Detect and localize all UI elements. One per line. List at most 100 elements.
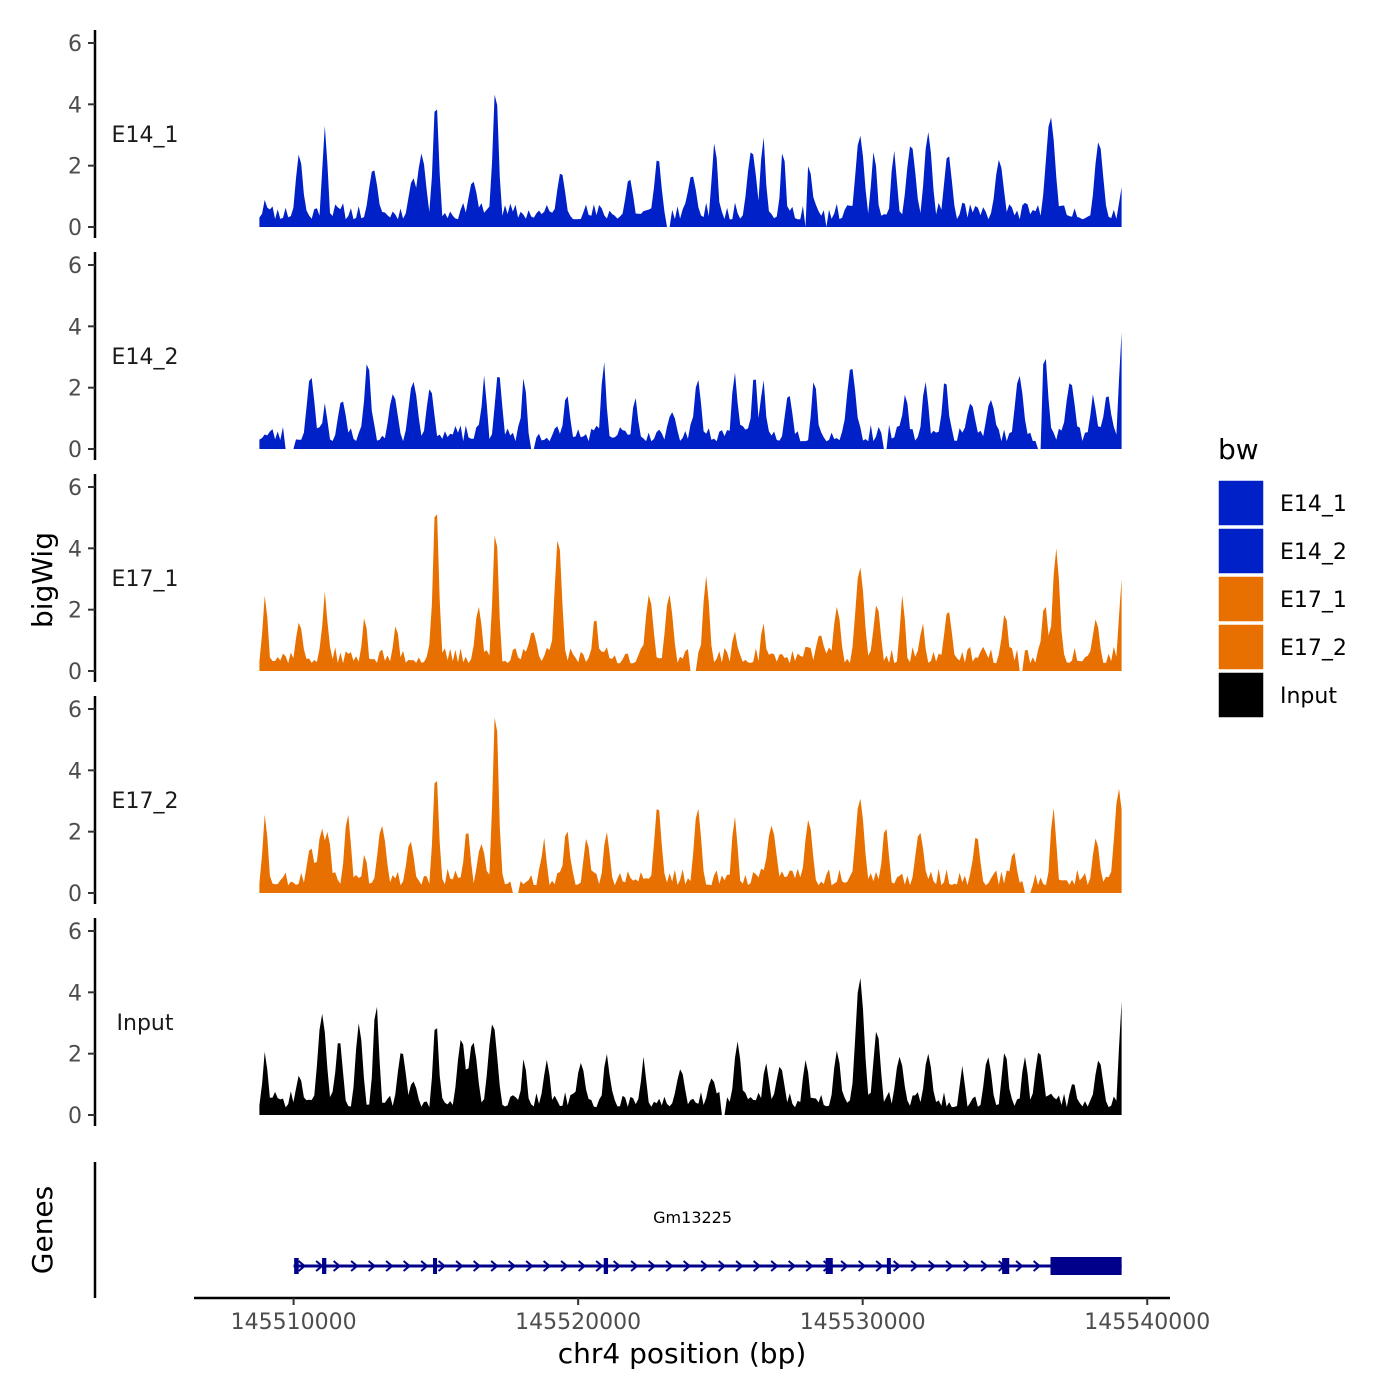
strand-arrow <box>612 1260 622 1272</box>
legend-label: E14_1 <box>1280 492 1347 517</box>
strand-arrow <box>332 1260 342 1272</box>
y-tick-label: 0 <box>68 438 82 463</box>
strand-arrow <box>717 1260 727 1272</box>
strand-arrow <box>647 1260 657 1272</box>
track-label: Input <box>117 1011 174 1036</box>
strand-arrow <box>577 1260 587 1272</box>
strand-arrow <box>367 1260 377 1272</box>
signal-area <box>259 332 1122 449</box>
legend-swatch <box>1217 479 1265 527</box>
y-tick-label: 0 <box>68 660 82 685</box>
y-tick-label: 6 <box>68 254 82 279</box>
signal-area <box>259 978 1122 1115</box>
y-tick-label: 0 <box>68 216 82 241</box>
y-tick-label: 6 <box>68 920 82 945</box>
strand-arrow <box>927 1260 937 1272</box>
gene-label: Gm13225 <box>653 1208 732 1227</box>
strand-arrow <box>350 1260 359 1272</box>
strand-arrow <box>490 1260 499 1272</box>
track-label: E14_2 <box>112 345 179 370</box>
strand-arrow <box>770 1260 779 1272</box>
gene-exon <box>1002 1258 1010 1274</box>
y-tick-label: 2 <box>68 377 82 402</box>
strand-arrow <box>892 1260 902 1272</box>
gene-exon <box>603 1258 609 1274</box>
signal-area <box>259 94 1122 227</box>
gene-exon <box>433 1258 438 1274</box>
track-e17-1: 0 2 4 6 E17_1 <box>68 474 1122 685</box>
legend: bw E14_1 E14_2 E17_1 E17_2 Input <box>1217 433 1347 719</box>
strand-arrow <box>437 1260 447 1272</box>
y-tick-label: 6 <box>68 698 82 723</box>
track-e14-1: 0 2 4 6 E14_1 <box>68 30 1122 241</box>
strand-arrow <box>857 1260 867 1272</box>
y-tick-label: 6 <box>68 32 82 57</box>
x-tick-label: 145540000 <box>1084 1310 1210 1335</box>
strand-arrow <box>962 1260 972 1272</box>
y-tick-label: 4 <box>68 537 82 562</box>
gene-exon <box>886 1258 891 1274</box>
gene-exon <box>825 1258 833 1274</box>
legend-swatch <box>1217 575 1265 623</box>
strand-arrow <box>840 1260 849 1272</box>
strand-arrow <box>682 1260 692 1272</box>
y-tick-label: 2 <box>68 155 82 180</box>
strand-arrow <box>595 1260 604 1272</box>
strand-arrow <box>980 1260 989 1272</box>
x-tick-label: 145530000 <box>800 1310 926 1335</box>
y-tick-label: 6 <box>68 476 82 501</box>
signal-tracks: 0 2 4 6 E14_1 0 2 4 6 E14_2 0 2 4 6 E17_1 0 2 4 6 E17_2 0 2 4 6… <box>68 30 1122 1129</box>
signal-area <box>259 514 1122 671</box>
strand-arrow <box>560 1260 569 1272</box>
y-tick-label: 2 <box>68 1043 82 1068</box>
y-tick-label: 4 <box>68 981 82 1006</box>
gene-gm13225: Gm13225 <box>293 1208 1122 1275</box>
x-axis: 145510000 145520000 145530000 145540000 <box>194 1296 1210 1335</box>
strand-arrow <box>472 1260 482 1272</box>
strand-arrow <box>385 1260 394 1272</box>
track-input: 0 2 4 6 Input <box>68 918 1122 1129</box>
strand-arrow <box>630 1260 639 1272</box>
gene-exon <box>294 1258 299 1274</box>
strand-arrow <box>875 1260 884 1272</box>
track-e14-2: 0 2 4 6 E14_2 <box>68 252 1122 463</box>
strand-arrow <box>455 1260 464 1272</box>
y-tick-label: 0 <box>68 1104 82 1129</box>
strand-arrow <box>402 1260 412 1272</box>
x-tick-label: 145510000 <box>231 1310 357 1335</box>
strand-arrow <box>1015 1260 1024 1272</box>
strand-arrow <box>1032 1260 1042 1272</box>
legend-label: E17_1 <box>1280 588 1347 613</box>
signal-area <box>259 717 1122 893</box>
legend-swatch <box>1217 527 1265 575</box>
strand-arrow <box>700 1260 709 1272</box>
legend-label: Input <box>1280 684 1337 709</box>
y-axis-title: bigWig <box>26 532 59 628</box>
strand-arrow <box>805 1260 814 1272</box>
legend-label: E17_2 <box>1280 636 1347 661</box>
genes-axis-title: Genes <box>26 1186 59 1274</box>
gene-exon <box>322 1258 327 1274</box>
track-e17-2: 0 2 4 6 E17_2 <box>68 696 1122 907</box>
legend-swatch <box>1217 671 1265 719</box>
y-tick-label: 0 <box>68 882 82 907</box>
strand-arrow <box>525 1260 534 1272</box>
track-label: E17_2 <box>112 789 179 814</box>
x-axis-title: chr4 position (bp) <box>558 1337 807 1370</box>
y-tick-label: 4 <box>68 93 82 118</box>
strand-arrow <box>735 1260 744 1272</box>
strand-arrow <box>542 1260 552 1272</box>
strand-arrow <box>787 1260 797 1272</box>
track-label: E14_1 <box>112 123 179 148</box>
strand-arrow <box>665 1260 674 1272</box>
strand-arrow <box>910 1260 919 1272</box>
strand-arrow <box>297 1260 307 1272</box>
legend-swatch <box>1217 623 1265 671</box>
gene-exon <box>1050 1257 1122 1275</box>
legend-title: bw <box>1218 433 1259 466</box>
y-tick-label: 4 <box>68 759 82 784</box>
genes-panel: Gm13225 <box>93 1162 1122 1298</box>
y-tick-label: 2 <box>68 821 82 846</box>
strand-arrow <box>945 1260 954 1272</box>
